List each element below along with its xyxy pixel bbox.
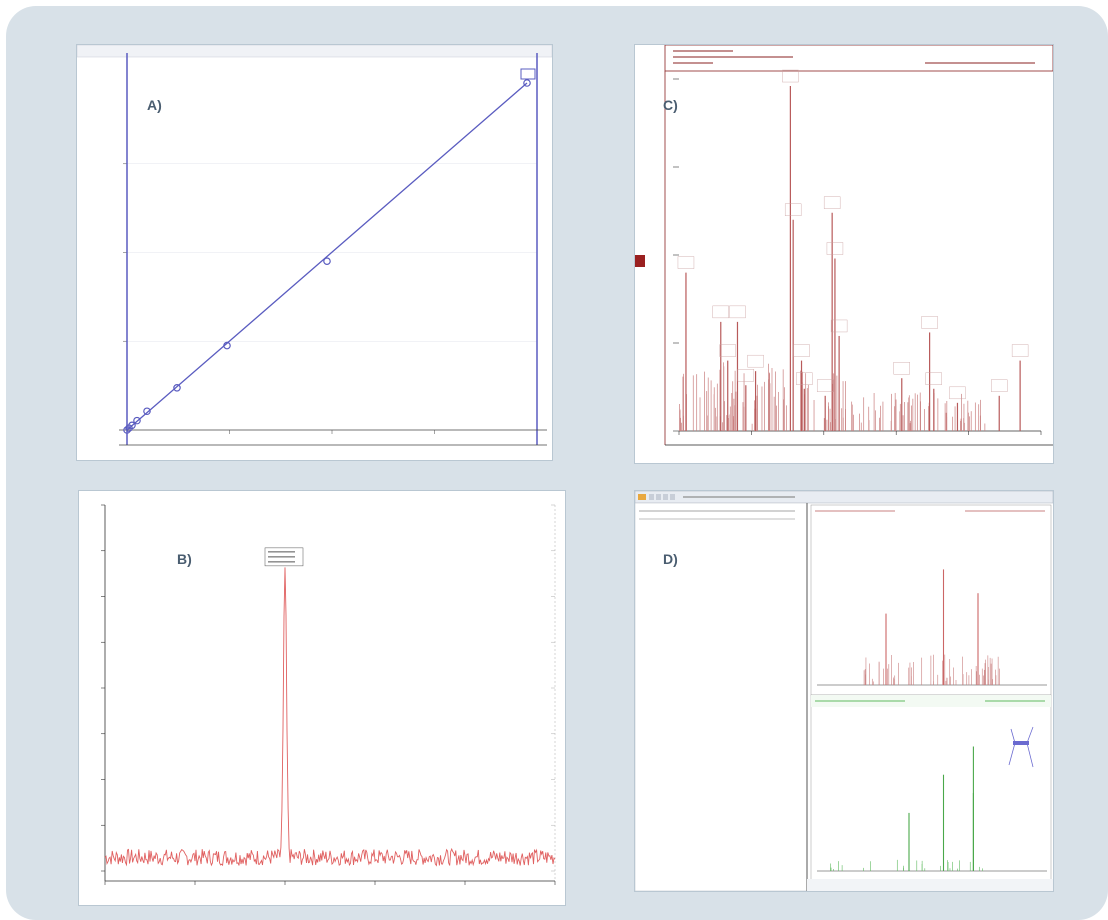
calibration-point [223, 341, 231, 350]
calibration-point [173, 383, 181, 392]
peak-label-box [784, 203, 802, 217]
toolbar-icon [670, 494, 675, 500]
spectrum-header [664, 45, 1053, 72]
peak-label-box [793, 344, 810, 357]
panel-b-label: B) [177, 551, 192, 567]
peak-label-box [823, 196, 841, 209]
peak-label-box [921, 316, 938, 329]
peak-label-box [949, 386, 966, 400]
sample-list-pane [635, 502, 808, 891]
peak-label-box [925, 372, 942, 385]
panel-a-label: A) [147, 97, 162, 113]
end-marker [520, 68, 536, 80]
chromatogram-trace [104, 567, 556, 867]
molecule-center [1013, 741, 1029, 745]
peak-label-box [816, 379, 834, 392]
panel-d-label: D) [663, 551, 678, 567]
app-icon [638, 494, 646, 500]
chromatogram-chart [101, 504, 556, 885]
peak-label-box [737, 369, 755, 382]
peak-label-box [719, 344, 736, 357]
peak-label-box [893, 362, 910, 375]
toolbar-icon [649, 494, 654, 500]
bond-line [1026, 726, 1034, 744]
bottom-spectrum-header [811, 695, 1051, 707]
molecule-structure [1008, 726, 1034, 768]
bond-line [1008, 742, 1016, 766]
calibration-point [128, 421, 136, 430]
toolbar-icon [656, 494, 661, 500]
calibration-curve-chart [77, 45, 552, 446]
peak-label-box [1011, 344, 1029, 357]
calibration-point [123, 426, 131, 434]
panel-a-header [77, 45, 552, 58]
peak-label-box [712, 305, 729, 319]
calibration-point [323, 257, 331, 265]
bottom-spectrum-frame [810, 694, 1052, 890]
peak-label-box [796, 372, 813, 385]
calibration-point [133, 416, 141, 425]
mass-spectrum-chart [635, 45, 1053, 446]
peak-label-box [826, 242, 844, 255]
toolbar-icon [663, 494, 668, 500]
panel-b: B) [78, 490, 566, 906]
panel-c: C) [634, 44, 1054, 464]
peak-label-box [830, 319, 848, 333]
fit-line [126, 82, 528, 431]
peak-label-box [782, 69, 799, 83]
bond-line [1026, 742, 1034, 768]
panel-d: D) [634, 490, 1054, 892]
status-bar [807, 879, 1053, 891]
peak-label-box [747, 354, 764, 368]
panel-a: A) [76, 44, 553, 461]
figure-card: A) B) C) D) [6, 6, 1108, 920]
bond-line [1010, 728, 1016, 744]
calibration-point [523, 79, 531, 87]
software-window-screenshot [635, 491, 1053, 891]
peak-label-box [991, 379, 1008, 392]
panel-c-label: C) [663, 97, 678, 113]
peak-label-box [729, 305, 746, 319]
window-titlebar [635, 491, 1053, 504]
calibration-point [143, 407, 151, 416]
peak-label-box [677, 256, 695, 269]
side-marker [635, 255, 645, 267]
